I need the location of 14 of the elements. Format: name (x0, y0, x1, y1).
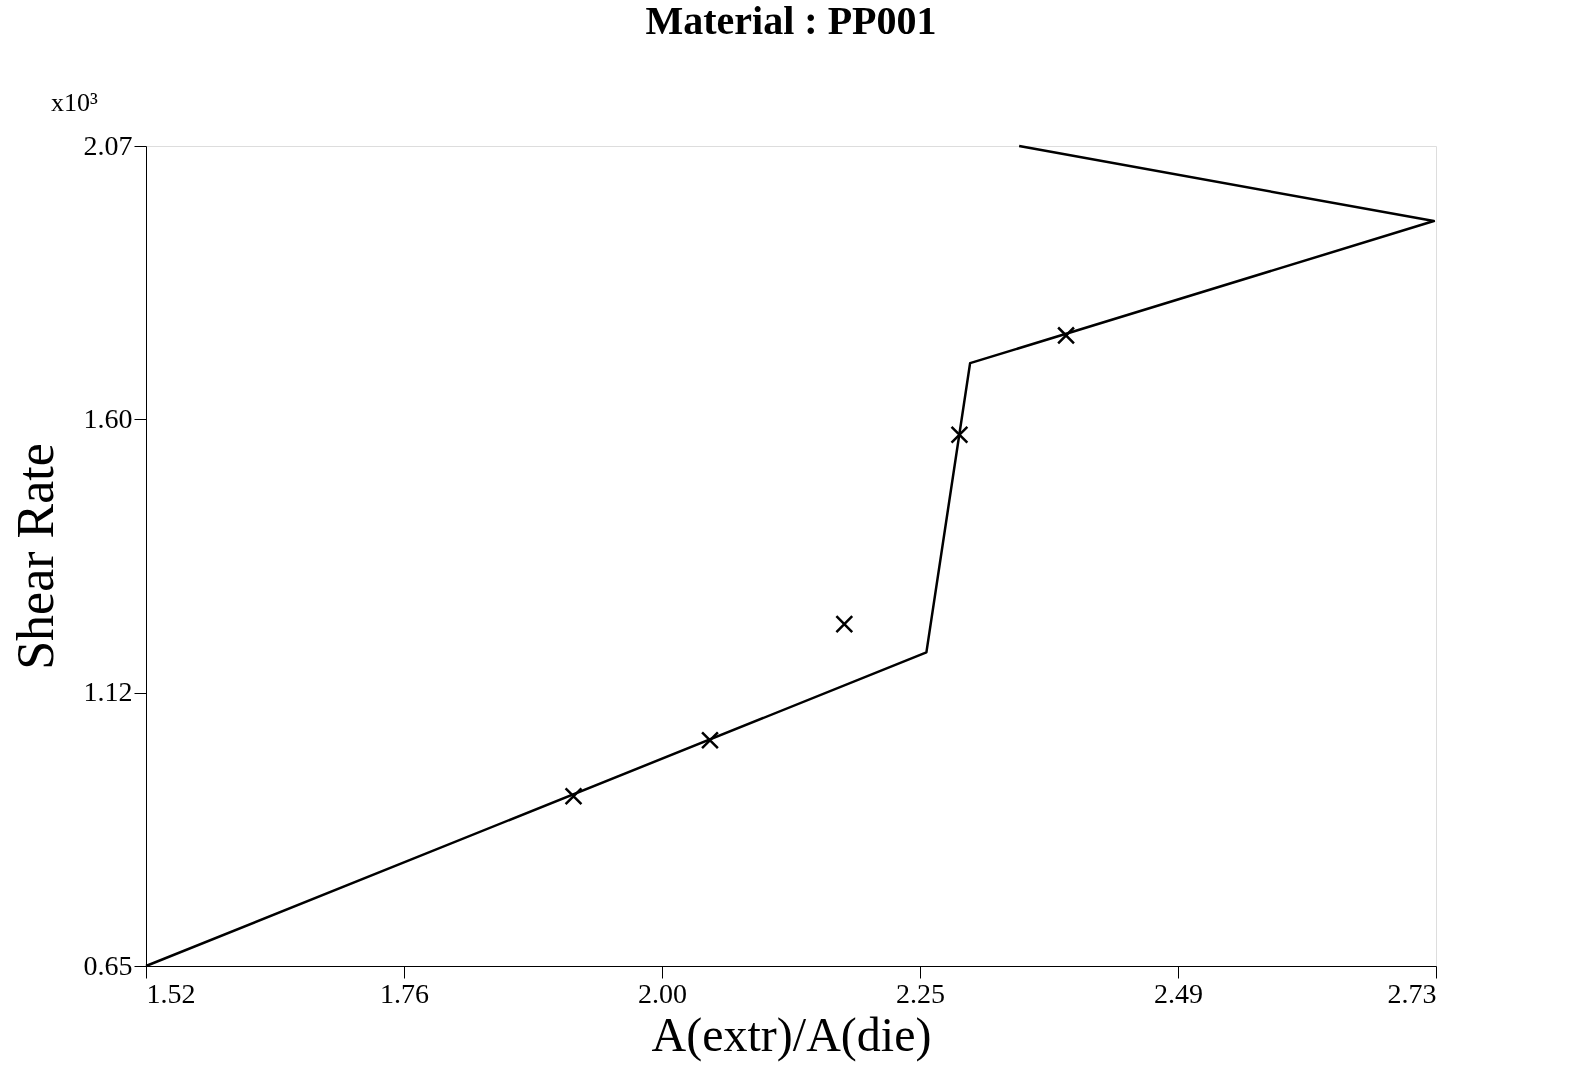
x-tick-label: 2.00 (638, 977, 687, 1009)
text: x10³ (51, 88, 98, 117)
x-tick-label: 1.52 (146, 977, 196, 1009)
y-tick-label: 0.65 (83, 949, 133, 981)
chart-title: Material : PP001 (645, 0, 937, 43)
x-tick-label: 2.73 (1387, 977, 1437, 1009)
x-tick-label: 2.25 (896, 977, 945, 1009)
x-tick-label: 1.76 (380, 977, 429, 1009)
x-tick-label: 2.49 (1154, 977, 1203, 1009)
y-axis-title: Shear Rate (6, 443, 64, 670)
y-tick-label: 1.12 (83, 676, 133, 708)
y-tick-label: 2.07 (83, 129, 133, 161)
x-axis-title: A(extr)/A(die) (651, 1007, 932, 1062)
y-tick-label: 1.60 (83, 402, 133, 434)
